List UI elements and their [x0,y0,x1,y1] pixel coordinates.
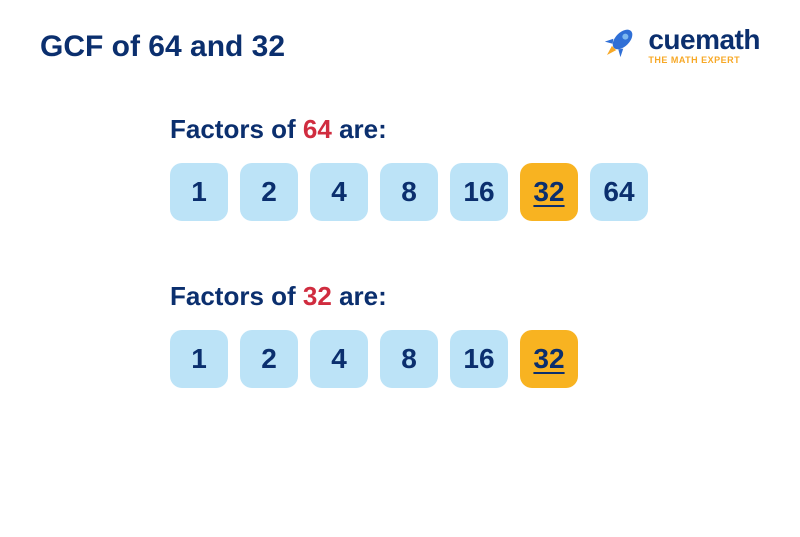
logo-brand: cuemath [648,26,760,54]
label-suffix: are: [332,281,387,311]
label-prefix: Factors of [170,281,303,311]
rocket-icon [598,22,640,69]
factor-box: 2 [240,163,298,221]
factor-box: 2 [240,330,298,388]
factor-box: 1 [170,330,228,388]
factor-box: 8 [380,330,438,388]
factor-box: 16 [450,330,508,388]
factor-box: 1 [170,163,228,221]
factors-section: Factors of 64 are:1248163264 [170,114,760,221]
brand-logo: cuemath THE MATH EXPERT [598,22,760,69]
factors-label: Factors of 64 are: [170,114,760,145]
factors-section: Factors of 32 are:12481632 [170,281,760,388]
factor-box-gcf: 32 [520,163,578,221]
factor-row: 12481632 [170,330,760,388]
factor-row: 1248163264 [170,163,760,221]
label-suffix: are: [332,114,387,144]
logo-text: cuemath THE MATH EXPERT [648,26,760,65]
logo-tagline: THE MATH EXPERT [648,56,760,65]
label-number: 64 [303,114,332,144]
factor-box: 8 [380,163,438,221]
label-prefix: Factors of [170,114,303,144]
factors-label: Factors of 32 are: [170,281,760,312]
factor-box: 4 [310,163,368,221]
factor-box: 64 [590,163,648,221]
factor-box: 4 [310,330,368,388]
label-number: 32 [303,281,332,311]
factor-box-gcf: 32 [520,330,578,388]
factor-box: 16 [450,163,508,221]
